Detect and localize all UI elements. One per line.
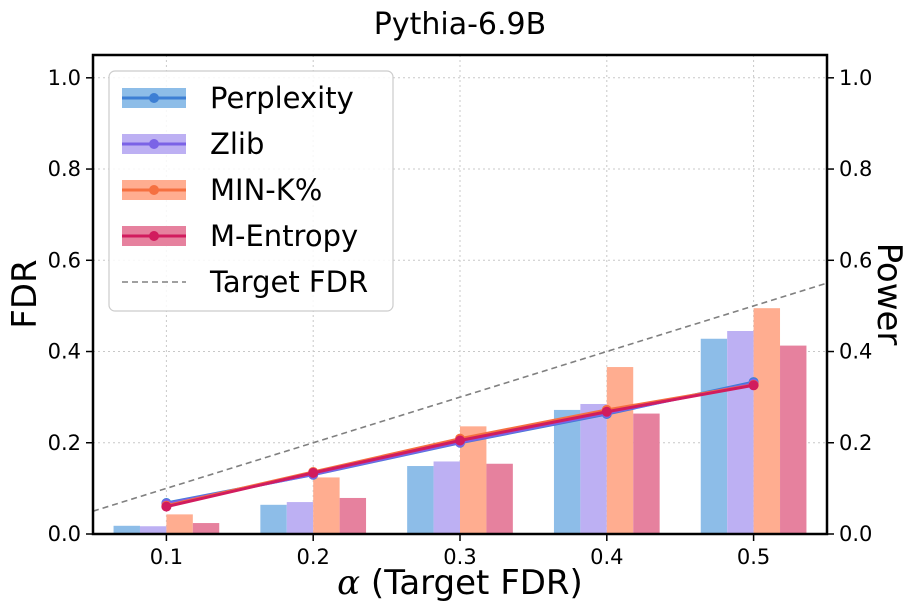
x-tick-label: 0.1	[150, 545, 183, 569]
legend-label-target-fdr: Target FDR	[209, 265, 368, 299]
y-tick-label-left: 0.6	[48, 248, 81, 272]
y-tick-label-left: 0.0	[48, 522, 81, 546]
legend-label-perplexity: Perplexity	[210, 81, 354, 115]
bar-zlib	[139, 526, 167, 534]
x-tick-label: 0.4	[590, 545, 623, 569]
point-m-entropy	[161, 501, 172, 512]
point-m-entropy	[455, 435, 465, 446]
y-tick-label-left: 1.0	[48, 66, 81, 90]
bar-perplexity	[260, 504, 287, 534]
fdr-lines	[161, 377, 759, 512]
point-m-entropy	[748, 380, 759, 391]
bar-perplexity	[113, 525, 140, 534]
bar-zlib	[433, 461, 460, 534]
target-fdr-line	[92, 282, 828, 512]
bar-zlib	[580, 403, 607, 534]
x-tick-label: 0.2	[296, 545, 329, 569]
point-m-entropy	[601, 406, 612, 417]
legend-label-m-entropy: M-Entropy	[210, 219, 358, 253]
legend-marker-perplexity	[149, 93, 159, 103]
x-tick-label: 0.5	[737, 545, 770, 569]
y-axis-label-right: Power	[869, 243, 909, 346]
y-tick-label-right: 0.4	[839, 340, 872, 364]
bar-m-entropy	[780, 345, 807, 534]
point-m-entropy	[308, 467, 319, 478]
bar-m-entropy	[486, 463, 513, 534]
y-tick-label-right: 0.0	[839, 522, 872, 546]
y-tick-label-right: 1.0	[839, 66, 872, 90]
bar-min-k-	[753, 308, 781, 534]
bar-perplexity	[407, 466, 434, 534]
x-axis-label: α (Target FDR)	[337, 563, 583, 603]
right-y-axis: 0.0 0.2 0.4 0.6 0.8 1.0	[827, 66, 872, 546]
legend-label-min-k-: MIN-K%	[210, 173, 322, 207]
y-tick-label-left: 0.8	[48, 157, 81, 181]
legend-marker-m-entropy	[149, 231, 159, 241]
bar-m-entropy	[339, 497, 367, 534]
bar-perplexity	[553, 409, 581, 534]
chart-title: Pythia-6.9B	[374, 7, 546, 42]
legend-marker-zlib	[149, 139, 159, 149]
y-tick-label-right: 0.6	[839, 248, 872, 272]
legend-frame	[108, 70, 394, 312]
bar-min-k-	[606, 367, 634, 534]
legend-label-zlib: Zlib	[210, 127, 264, 161]
y-tick-label-left: 0.2	[48, 431, 81, 455]
left-y-axis: 0.0 0.2 0.4 0.6 0.8 1.0	[48, 66, 93, 546]
target-fdr-dashed-line	[92, 282, 828, 512]
bar-zlib	[727, 330, 754, 534]
x-tick-label: 0.3	[443, 545, 476, 569]
legend-marker-min-k-	[149, 185, 159, 195]
y-tick-label-right: 0.8	[839, 157, 872, 181]
power-bars	[113, 308, 807, 534]
bar-min-k-	[313, 477, 340, 534]
y-axis-label-left: FDR	[5, 259, 45, 328]
bar-m-entropy	[633, 413, 660, 534]
bar-m-entropy	[192, 523, 220, 534]
bar-min-k-	[166, 514, 193, 534]
bar-perplexity	[700, 338, 728, 534]
y-tick-label-left: 0.4	[48, 340, 81, 364]
legend: Perplexity Zlib MIN-K% M-Entropy Target FDR	[108, 70, 394, 312]
y-tick-label-right: 0.2	[839, 431, 872, 455]
bar-zlib	[286, 502, 314, 534]
x-axis: 0.1 0.2 0.3 0.4 0.5	[150, 534, 770, 569]
